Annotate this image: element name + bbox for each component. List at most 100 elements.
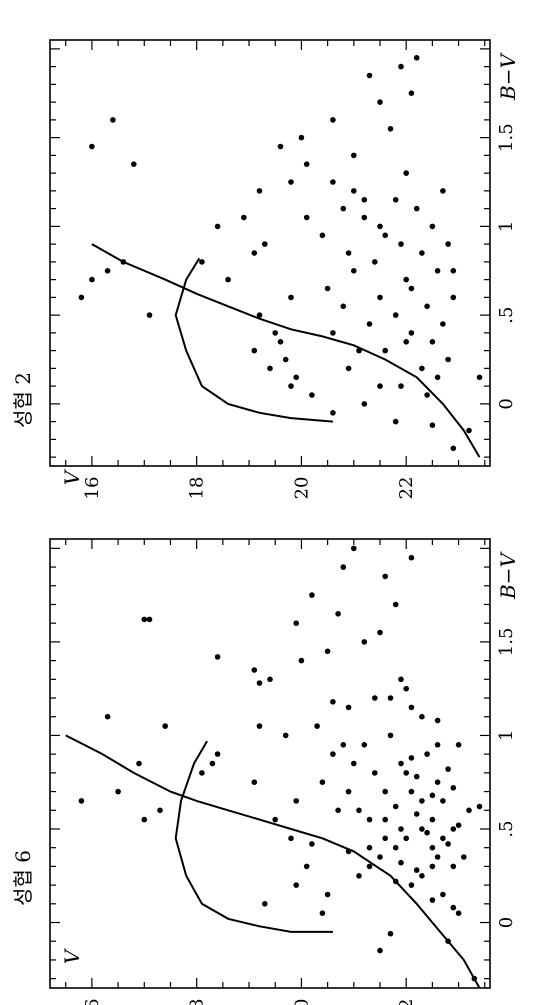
- star-point: [340, 742, 347, 748]
- star-point: [319, 232, 326, 239]
- star-point: [330, 699, 336, 705]
- star-point: [419, 713, 425, 720]
- panel-cluster-2: 성협 2 V B−V 16 18 20 22 0 .5 1 1.5: [11, 39, 520, 500]
- star-point: [104, 713, 111, 720]
- star-point: [476, 803, 483, 810]
- star-point: [424, 829, 430, 836]
- star-point: [251, 250, 258, 256]
- star-point: [403, 685, 410, 692]
- star-point: [330, 410, 336, 416]
- isochrone-line: [65, 734, 481, 989]
- star-point: [104, 268, 111, 274]
- star-point: [340, 205, 347, 212]
- star-point: [408, 554, 415, 561]
- star-point: [429, 422, 436, 429]
- star-point: [440, 321, 446, 327]
- star-point: [408, 788, 415, 795]
- star-point: [351, 152, 357, 159]
- star-point: [440, 835, 446, 842]
- star-point: [445, 766, 451, 772]
- star-point: [434, 779, 441, 785]
- star-point: [89, 276, 95, 283]
- bv-tick-label: 1: [496, 221, 517, 232]
- star-point: [429, 792, 436, 799]
- star-point: [403, 276, 410, 283]
- star-point: [251, 347, 258, 354]
- star-point: [403, 339, 410, 345]
- star-point: [288, 294, 294, 301]
- star-point: [403, 170, 410, 176]
- star-point: [424, 751, 430, 757]
- star-point: [303, 214, 310, 221]
- star-point: [272, 330, 279, 336]
- star-point: [377, 854, 383, 860]
- star-point: [78, 294, 85, 301]
- star-point: [256, 680, 263, 686]
- star-point: [408, 90, 415, 96]
- star-point: [303, 161, 310, 167]
- star-point: [110, 117, 116, 123]
- star-point: [408, 330, 415, 336]
- star-point: [387, 695, 394, 701]
- star-point: [146, 616, 153, 623]
- star-point: [272, 816, 279, 823]
- star-point: [351, 760, 357, 767]
- star-point: [345, 365, 352, 372]
- star-point: [450, 445, 457, 452]
- star-point: [199, 770, 205, 776]
- star-point: [413, 55, 420, 61]
- star-point: [366, 844, 373, 851]
- star-point: [455, 742, 462, 748]
- star-point: [450, 294, 457, 301]
- star-point: [141, 816, 148, 823]
- star-point: [209, 760, 216, 767]
- star-point: [413, 773, 420, 780]
- star-point: [256, 188, 263, 194]
- star-point: [366, 72, 373, 79]
- star-point: [377, 629, 383, 636]
- isochrone-line: [174, 740, 333, 933]
- star-point: [429, 816, 436, 823]
- star-point: [277, 143, 284, 150]
- star-point: [398, 859, 404, 866]
- x-axis-label-cluster-2: B−V: [496, 51, 520, 100]
- star-point: [309, 841, 315, 847]
- v-tick-label: 18: [187, 477, 208, 500]
- star-point: [361, 401, 368, 407]
- v-tick-label: 22: [396, 999, 417, 1005]
- star-point: [115, 788, 121, 795]
- star-point: [199, 259, 205, 265]
- star-point: [356, 807, 362, 814]
- star-point: [277, 339, 284, 345]
- star-point: [162, 723, 168, 729]
- bv-tick-label: .5: [496, 820, 517, 837]
- star-point: [324, 648, 331, 655]
- star-point: [445, 356, 451, 363]
- star-point: [471, 975, 478, 982]
- star-point: [298, 134, 305, 141]
- star-point: [413, 811, 420, 817]
- star-point: [387, 126, 394, 132]
- star-point: [372, 770, 378, 776]
- star-point: [256, 723, 263, 729]
- star-point: [314, 723, 320, 729]
- star-point: [324, 891, 331, 898]
- star-point: [372, 259, 378, 265]
- star-point: [288, 835, 294, 842]
- star-point: [450, 785, 457, 791]
- star-point: [214, 223, 221, 230]
- y-axis-label-cluster-2: V: [60, 468, 84, 485]
- star-point: [392, 418, 399, 425]
- star-point: [392, 312, 399, 318]
- star-point: [141, 616, 148, 623]
- star-point: [434, 854, 441, 860]
- star-point: [377, 99, 383, 105]
- star-point: [251, 667, 258, 673]
- star-point: [251, 779, 258, 785]
- star-point: [298, 657, 305, 664]
- bv-tick-label: 1.5: [496, 628, 517, 657]
- star-point: [335, 611, 341, 617]
- star-point: [429, 223, 436, 230]
- star-point: [434, 742, 441, 748]
- star-point: [429, 339, 436, 345]
